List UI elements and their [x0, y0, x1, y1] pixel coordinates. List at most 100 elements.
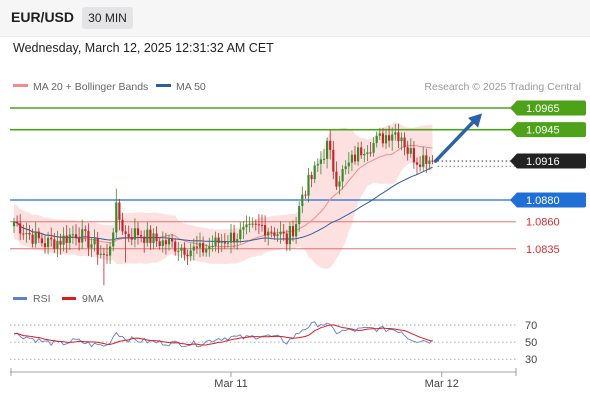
candle-body [311, 175, 313, 179]
candle-body [53, 239, 55, 248]
candle-body [314, 165, 316, 179]
level-tag-pointer [510, 100, 517, 115]
candle-body [171, 239, 173, 242]
candle-body [162, 240, 164, 246]
candle-body [44, 243, 46, 247]
candle-body [230, 233, 232, 243]
candle-body [41, 238, 43, 243]
candle-body [264, 225, 266, 235]
candle-body [118, 202, 120, 219]
candle-body [273, 232, 275, 236]
candle-body [202, 243, 204, 252]
candle-body [320, 159, 322, 163]
candle-body [394, 132, 396, 134]
rsi-legend-swatch [13, 297, 27, 300]
candle-body [168, 239, 170, 245]
rsi-level-label: 70 [525, 320, 537, 332]
rsi-level-label: 30 [525, 354, 537, 366]
candle-body [283, 232, 285, 234]
candle-body [252, 224, 254, 225]
legend-swatch [13, 84, 28, 87]
rsi-level-label: 50 [525, 337, 537, 349]
candle-body [289, 226, 291, 244]
candle-body [400, 138, 402, 142]
candle-body [332, 150, 334, 172]
copyright-text: Research © 2025 Trading Central [424, 81, 581, 93]
candle-body [143, 237, 145, 243]
candle-body [357, 147, 359, 161]
candle-body [90, 244, 92, 247]
candle-body [292, 226, 294, 236]
candle-body [149, 230, 151, 243]
candle-body [131, 237, 133, 240]
candle-body [317, 164, 319, 166]
candle-body [307, 175, 309, 196]
candle-body [19, 223, 21, 233]
level-label-1.0880: 1.0880 [526, 195, 560, 207]
candle-body [78, 238, 80, 242]
candle-body [59, 241, 61, 245]
candle-body [146, 230, 148, 243]
candle-body [258, 224, 260, 225]
candle-body [84, 229, 86, 231]
candle-body [137, 228, 139, 235]
candle-body [16, 222, 18, 223]
candle-body [128, 234, 130, 237]
candle-body [134, 228, 136, 239]
candle-body [301, 195, 303, 207]
candle-body [233, 233, 235, 243]
candle-body [416, 162, 418, 164]
candle-body [385, 135, 387, 143]
candle-body [66, 236, 68, 243]
level-label-1.0835: 1.0835 [526, 244, 560, 256]
candle-body [351, 155, 353, 163]
candle-body [348, 163, 350, 167]
legend-swatch [156, 84, 171, 87]
candle-body [103, 254, 105, 255]
candle-body [335, 172, 337, 187]
candle-body [366, 152, 368, 153]
candle-body [72, 234, 74, 235]
candle-body [221, 242, 223, 243]
candle-body [428, 161, 430, 164]
rsi-legend-swatch [62, 297, 76, 300]
candle-body [69, 235, 71, 243]
candle-body [187, 255, 189, 256]
candle-body [35, 232, 37, 244]
candle-body [342, 169, 344, 181]
candle-body [363, 154, 365, 155]
candle-body [140, 235, 142, 237]
candle-body [255, 224, 257, 225]
candle-body [280, 232, 282, 235]
candle-body [199, 243, 201, 248]
candle-body [236, 239, 238, 242]
candle-body [159, 241, 161, 246]
candle-body [193, 246, 195, 250]
candle-body [28, 233, 30, 235]
candle-body [63, 236, 65, 245]
candle-body [50, 238, 52, 239]
legend-label: MA 50 [176, 81, 206, 93]
candle-body [242, 227, 244, 229]
candle-body [354, 155, 356, 162]
candle-body [373, 143, 375, 153]
candle-body [422, 155, 424, 167]
candle-body [190, 250, 192, 256]
candle-body [218, 237, 220, 242]
candle-body [267, 232, 269, 236]
candle-body [87, 231, 89, 248]
candle-body [125, 231, 127, 233]
candle-body [298, 206, 300, 224]
candle-body [94, 238, 96, 244]
level-tag-pointer [510, 193, 517, 208]
candle-body [22, 234, 24, 235]
projection-arrow [436, 119, 477, 161]
candle-body [431, 161, 433, 162]
level-tag-pointer [510, 122, 517, 137]
candle-body [270, 232, 272, 233]
candle-body [214, 237, 216, 245]
candle-body [81, 229, 83, 242]
candle-body [397, 132, 399, 141]
